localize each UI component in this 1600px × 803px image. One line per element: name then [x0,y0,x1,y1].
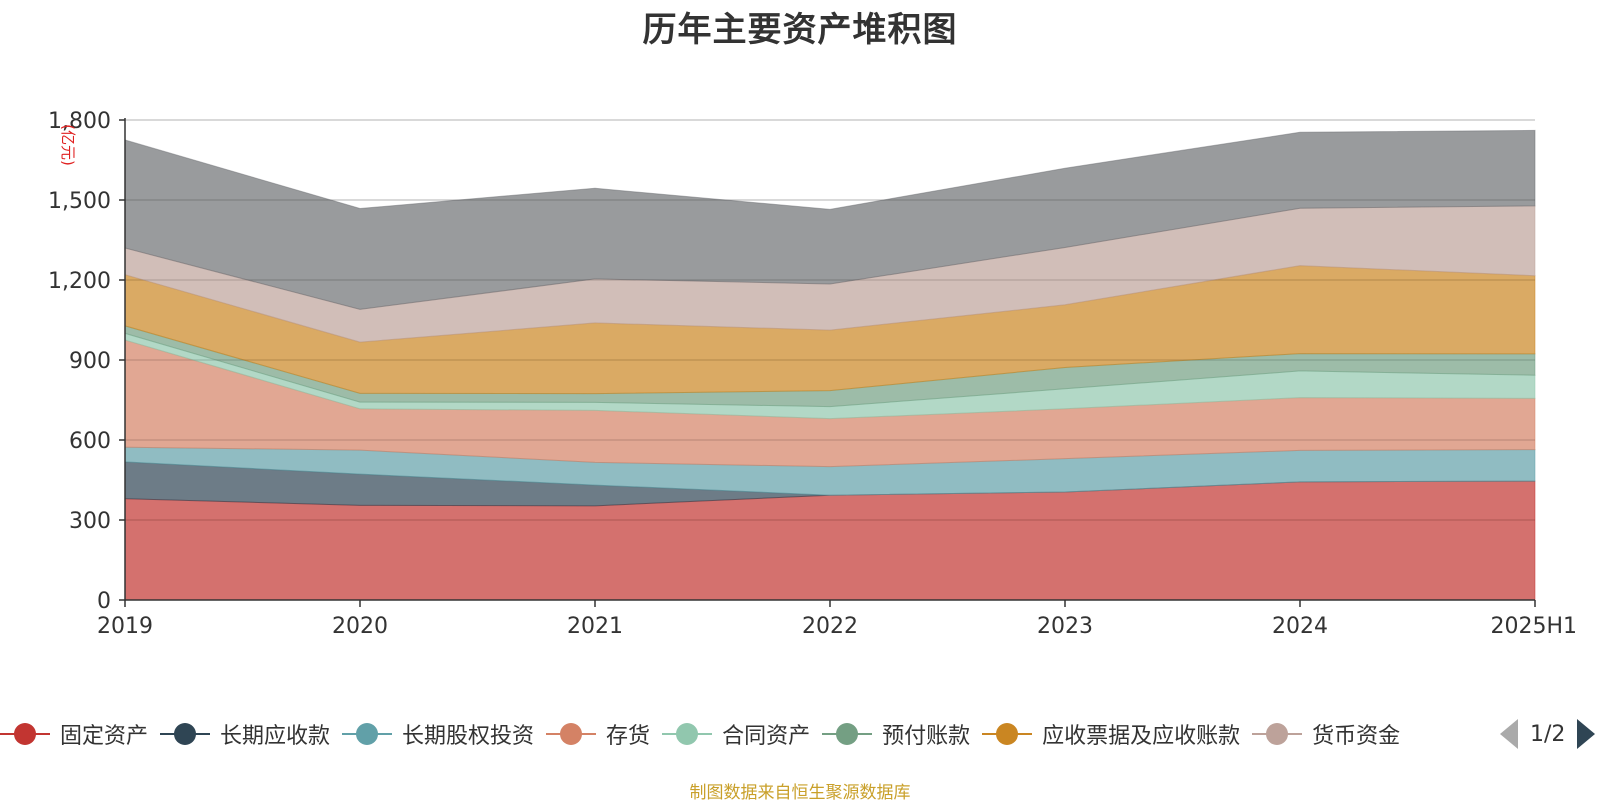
legend-symbol-icon [342,722,393,746]
legend-item[interactable]: 固定资产 [0,716,148,752]
legend-prev-page-icon[interactable] [1500,719,1518,749]
legend-label: 应收票据及应收账款 [1042,724,1241,749]
stacked-area-chart: 0 300 600 900 1,200 1,500 1,800 2019 2020 2021 202… [48,109,1577,639]
legend-symbol-icon [546,722,597,746]
legend-symbol-icon [160,722,211,746]
legend-label: 合同资产 [722,724,811,749]
data-source-note: 制图数据来自恒生聚源数据库 [689,783,911,803]
x-tick-label: 2025H1 [1490,614,1577,639]
legend-symbol-icon [822,722,873,746]
area-series [124,119,1536,601]
x-tick-label: 2019 [97,614,153,639]
legend-pager: 1/2 [1500,716,1600,752]
legend-item[interactable]: 预付账款 [822,716,970,752]
legend-symbol-icon [662,722,713,746]
y-tick-label: 1,500 [48,189,111,214]
legend-label: 存货 [606,724,651,749]
y-tick-label: 900 [69,349,111,374]
y-tick-label: 0 [97,589,111,614]
legend-symbol-icon [0,722,50,746]
legend: 固定资产 长期应收款 长期股权投资 存货 合同资产 预付账款 应收票据及应收账款 货币资金 [0,716,1470,752]
legend-item[interactable]: 长期股权投资 [342,716,534,752]
y-axis-unit-label: (亿元) [59,124,77,166]
x-tick-label: 2020 [332,614,388,639]
legend-page-indicator: 1/2 [1530,721,1566,747]
axes: 0 300 600 900 1,200 1,500 1,800 2019 2020 2021 202… [48,109,1577,639]
chart-title: 历年主要资产堆积图 [642,10,958,50]
legend-label: 长期应收款 [220,724,331,749]
legend-label: 固定资产 [60,724,149,749]
legend-symbol-icon [982,722,1033,746]
y-tick-label: 300 [69,509,111,534]
x-tick-label: 2024 [1272,614,1328,639]
legend-next-page-icon[interactable] [1577,719,1596,749]
legend-item[interactable]: 货币资金 [1252,716,1400,752]
legend-label: 货币资金 [1312,724,1401,749]
x-tick-label: 2022 [802,614,858,639]
y-tick-label: 1,200 [48,269,111,294]
legend-label: 预付账款 [882,724,971,749]
legend-label: 长期股权投资 [402,724,535,749]
x-tick-label: 2021 [567,614,623,639]
legend-item[interactable]: 长期应收款 [160,716,330,752]
legend-item[interactable]: 应收票据及应收账款 [982,716,1240,752]
legend-item[interactable]: 存货 [546,716,650,752]
y-tick-label: 1,800 [48,109,111,134]
legend-symbol-icon [1252,722,1303,746]
area-series-9 [124,129,1536,310]
y-tick-label: 600 [69,429,111,454]
x-tick-label: 2023 [1037,614,1093,639]
legend-item[interactable]: 合同资产 [662,716,810,752]
